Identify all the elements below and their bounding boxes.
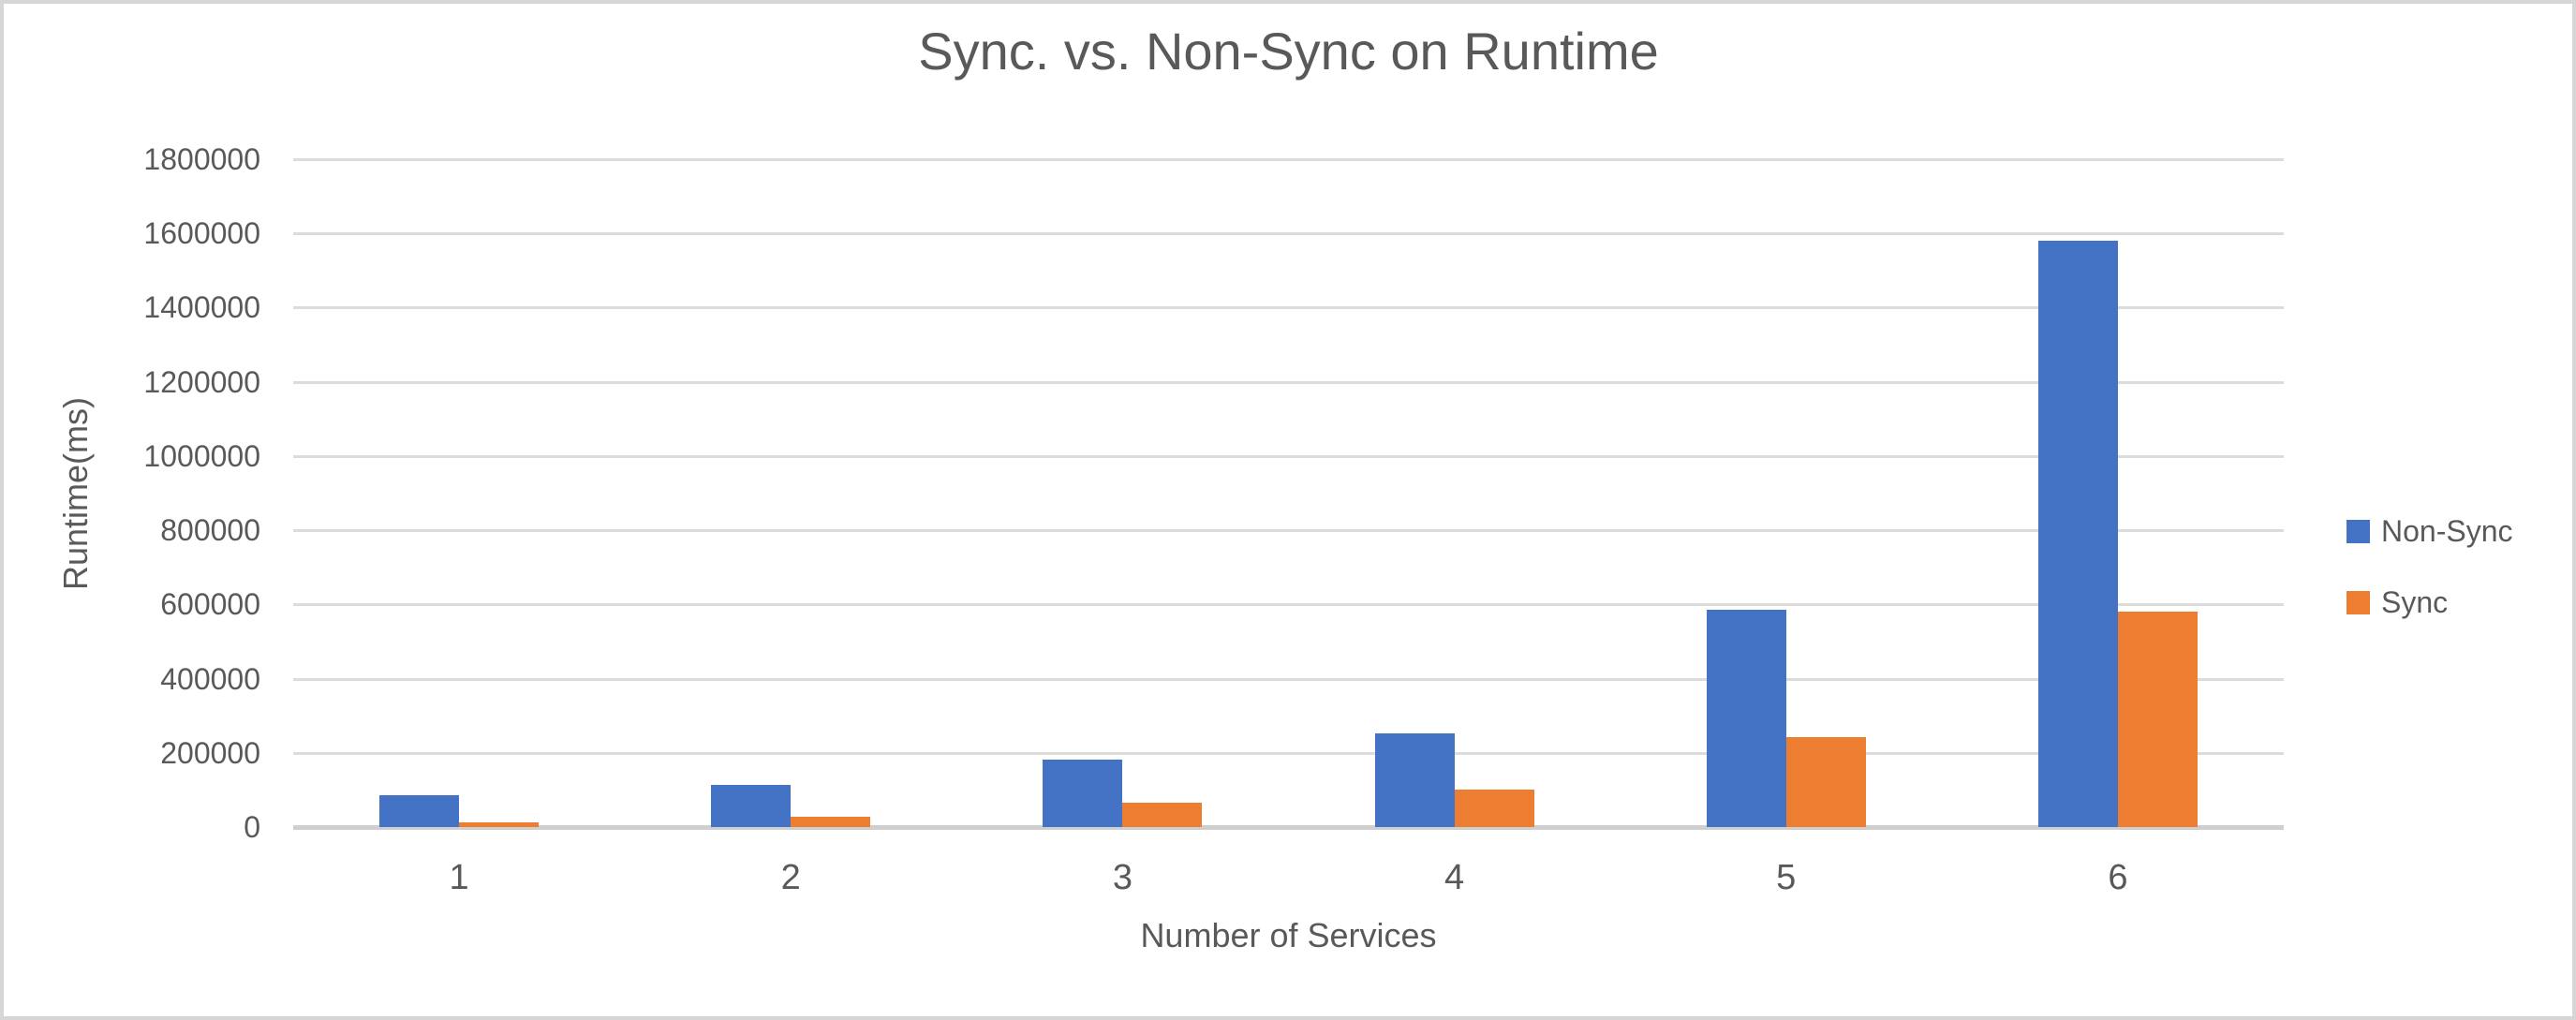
x-category-label: 6 — [2108, 858, 2128, 897]
gridline — [293, 677, 2284, 681]
legend: Non-Sync Sync — [2347, 513, 2513, 620]
y-tick-label: 1000000 — [143, 438, 260, 473]
x-category-label: 3 — [1112, 858, 1133, 897]
gridline — [293, 306, 2284, 310]
x-category-label: 4 — [1444, 858, 1465, 897]
chart-title: Sync. vs. Non-Sync on Runtime — [918, 22, 1659, 81]
gridline — [293, 529, 2284, 533]
bar-non-sync-2 — [711, 785, 792, 827]
gridline — [293, 751, 2284, 755]
y-tick-label: 600000 — [160, 587, 260, 622]
legend-label: Sync — [2381, 584, 2449, 619]
y-tick-label: 800000 — [160, 513, 260, 548]
y-tick-label: 1800000 — [143, 142, 260, 176]
gridline — [293, 158, 2284, 161]
bar-non-sync-4 — [1374, 733, 1455, 827]
x-category-label: 2 — [780, 858, 801, 897]
gridline — [293, 380, 2284, 384]
bar-sync-4 — [1454, 789, 1534, 827]
bar-sync-3 — [1122, 802, 1203, 827]
legend-item-non-sync: Non-Sync — [2347, 513, 2513, 549]
y-tick-label: 200000 — [160, 735, 260, 770]
legend-swatch-non-sync — [2347, 519, 2370, 543]
bar-non-sync-5 — [1706, 609, 1786, 827]
y-tick-label: 1200000 — [143, 364, 260, 399]
bar-sync-5 — [1785, 736, 1866, 827]
bar-non-sync-1 — [379, 794, 460, 827]
legend-label: Non-Sync — [2381, 513, 2513, 548]
x-axis-title: Number of Services — [1140, 916, 1437, 954]
x-category-label: 1 — [449, 858, 469, 897]
gridline — [293, 454, 2284, 458]
y-tick-label: 1600000 — [143, 216, 260, 251]
y-tick-label: 400000 — [160, 661, 260, 696]
legend-swatch-sync — [2347, 590, 2370, 614]
bar-non-sync-3 — [1043, 759, 1123, 827]
gridline — [293, 603, 2284, 607]
gridline — [293, 232, 2284, 236]
bar-non-sync-6 — [2037, 240, 2118, 827]
y-tick-label: 1400000 — [143, 290, 260, 325]
y-tick-label: 0 — [244, 810, 260, 844]
x-axis-line — [293, 825, 2284, 830]
x-category-label: 5 — [1776, 858, 1797, 897]
bar-sync-2 — [791, 816, 871, 827]
legend-item-sync: Sync — [2347, 584, 2513, 620]
bar-sync-6 — [2117, 611, 2198, 827]
bar-sync-1 — [459, 821, 540, 827]
